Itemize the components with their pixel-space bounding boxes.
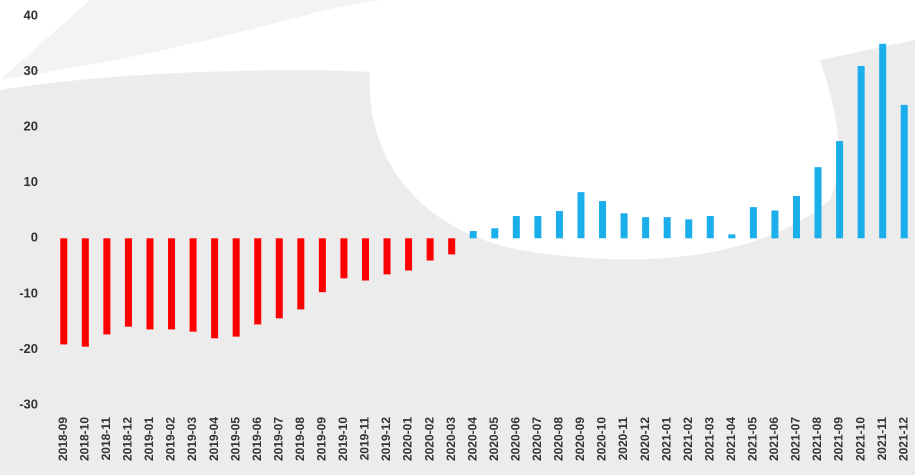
x-tick-label: 2020-10	[595, 417, 609, 461]
y-tick-label: -10	[19, 285, 38, 300]
bar	[81, 238, 89, 347]
x-tick-label: 2020-02	[422, 417, 436, 461]
x-tick-label: 2018-09	[56, 417, 70, 461]
x-tick-label: 2018-12	[121, 417, 135, 461]
x-tick-label: 2021-06	[767, 417, 781, 461]
bar	[685, 219, 693, 239]
bar	[577, 192, 585, 239]
bar	[297, 238, 305, 310]
y-tick-label: -20	[19, 341, 38, 356]
bar	[254, 238, 262, 325]
bar	[599, 201, 607, 239]
bar	[857, 66, 865, 239]
bar	[60, 238, 68, 345]
bar	[232, 238, 240, 337]
x-tick-label: 2021-10	[853, 417, 867, 461]
x-tick-label: 2019-01	[142, 417, 156, 461]
bar	[555, 211, 563, 239]
y-tick-label: 0	[31, 230, 38, 245]
bar	[900, 104, 908, 239]
bar	[426, 238, 434, 261]
bar	[448, 238, 456, 255]
x-tick-label: 2019-03	[185, 417, 199, 461]
bar	[836, 141, 844, 239]
bar	[642, 217, 650, 239]
bar	[491, 228, 499, 239]
x-tick-label: 2021-03	[702, 417, 716, 461]
x-tick-label: 2021-09	[832, 417, 846, 461]
bar	[124, 238, 132, 327]
bar	[189, 238, 197, 332]
y-tick-label: -30	[19, 396, 38, 411]
x-tick-label: 2021-05	[746, 417, 760, 461]
bar	[405, 238, 413, 271]
bar	[879, 43, 887, 239]
bar	[146, 238, 154, 330]
x-tick-label: 2019-08	[293, 417, 307, 461]
bar	[620, 213, 628, 239]
x-tick-label: 2019-10	[336, 417, 350, 461]
x-tick-label: 2020-01	[401, 417, 415, 461]
bar	[814, 167, 822, 239]
x-tick-label: 2020-11	[616, 417, 630, 461]
bar	[340, 238, 348, 279]
x-tick-label: 2020-04	[465, 417, 479, 461]
bar	[469, 231, 477, 239]
x-tick-label: 2021-08	[810, 417, 824, 461]
bar	[749, 207, 757, 239]
bar	[534, 216, 542, 239]
x-tick-label: 2020-08	[552, 417, 566, 461]
y-tick-label: 40	[24, 7, 38, 22]
x-tick-label: 2019-11	[358, 417, 372, 461]
y-tick-label: 30	[24, 63, 38, 78]
bar	[512, 216, 520, 239]
x-tick-label: 2018-11	[99, 417, 113, 461]
bar	[168, 238, 176, 330]
x-tick-label: 2019-12	[379, 417, 393, 461]
x-tick-label: 2021-07	[789, 417, 803, 461]
x-tick-label: 2021-01	[659, 417, 673, 461]
x-tick-label: 2019-09	[315, 417, 329, 461]
x-tick-label: 2021-04	[724, 417, 738, 461]
x-tick-label: 2020-09	[573, 417, 587, 461]
x-tick-label: 2020-07	[530, 417, 544, 461]
x-tick-label: 2019-06	[250, 417, 264, 461]
bar	[103, 238, 111, 335]
bar	[211, 238, 219, 339]
x-tick-label: 2019-02	[164, 417, 178, 461]
bar	[275, 238, 283, 319]
bar	[663, 217, 671, 239]
y-tick-label: 10	[24, 174, 38, 189]
x-tick-label: 2021-12	[896, 417, 910, 461]
bar	[771, 210, 779, 239]
x-tick-label: 2020-06	[508, 417, 522, 461]
bar	[728, 234, 736, 239]
y-tick-label: 20	[24, 119, 38, 134]
x-tick-label: 2020-12	[638, 417, 652, 461]
bar	[706, 216, 714, 239]
x-tick-label: 2019-07	[271, 417, 285, 461]
x-tick-label: 2019-05	[228, 417, 242, 461]
bar	[361, 238, 369, 281]
x-tick-label: 2020-03	[444, 417, 458, 461]
bar	[383, 238, 391, 275]
x-tick-label: 2019-04	[207, 417, 221, 461]
bar	[792, 196, 800, 239]
x-tick-label: 2021-11	[875, 417, 889, 461]
bar	[318, 238, 326, 293]
x-tick-label: 2021-02	[681, 417, 695, 461]
x-tick-label: 2020-05	[487, 417, 501, 461]
x-tick-label: 2018-10	[77, 417, 91, 461]
